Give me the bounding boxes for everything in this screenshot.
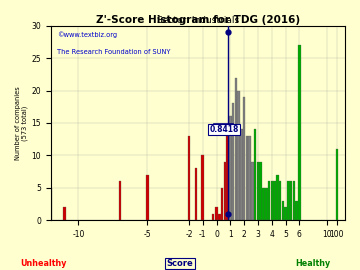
Text: ©www.textbiz.org: ©www.textbiz.org [57,32,117,38]
Bar [268,181,270,220]
Bar [279,181,281,220]
Bar [270,181,273,220]
Bar [254,129,256,220]
Bar [296,201,298,220]
Bar [240,129,243,220]
Bar [221,188,223,220]
Bar [260,162,262,220]
Text: Sector: Industrials: Sector: Industrials [157,16,239,25]
Bar [257,162,259,220]
Bar [118,181,121,220]
Bar [50,188,52,220]
Bar [229,116,231,220]
Bar [287,181,289,220]
Bar [224,162,226,220]
Bar [63,207,66,220]
Bar [265,188,267,220]
Bar [194,168,197,220]
Text: Healthy: Healthy [296,259,331,268]
Bar [262,188,265,220]
Bar [188,136,190,220]
Bar [235,77,237,220]
Bar [282,201,284,220]
Bar [276,175,279,220]
Text: Score: Score [167,259,193,268]
Y-axis label: Number of companies
(573 total): Number of companies (573 total) [15,86,28,160]
Bar [336,149,338,220]
Text: The Research Foundation of SUNY: The Research Foundation of SUNY [57,49,170,55]
Bar [202,155,204,220]
Title: Z'-Score Histogram for TDG (2016): Z'-Score Histogram for TDG (2016) [96,15,300,25]
Bar [237,90,240,220]
Bar [226,136,229,220]
Bar [218,214,221,220]
Bar [246,136,248,220]
Text: 0.8418: 0.8418 [209,125,239,134]
Bar [251,162,254,220]
Bar [232,103,234,220]
Bar [284,207,287,220]
Bar [243,97,246,220]
Bar [215,207,218,220]
Bar [273,181,276,220]
Bar [212,214,214,220]
Bar [146,175,149,220]
Bar [248,136,251,220]
Bar [290,181,292,220]
Bar [293,181,295,220]
Bar [298,45,301,220]
Text: Unhealthy: Unhealthy [20,259,67,268]
